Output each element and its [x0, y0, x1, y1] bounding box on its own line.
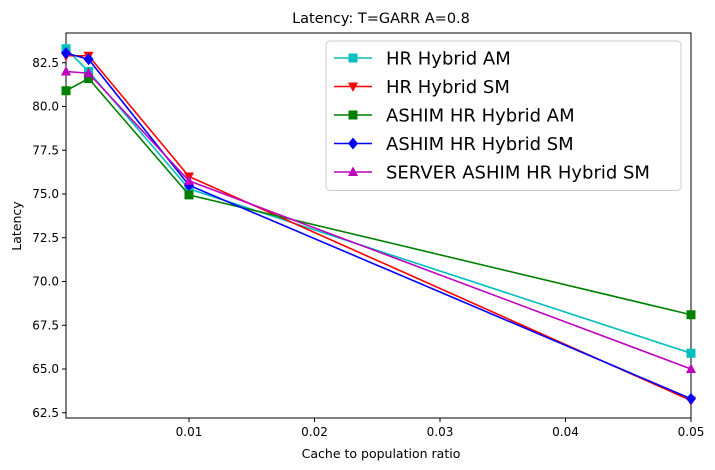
- data-point-triangle-down: [348, 82, 358, 92]
- y-axis-ticks: 62.5 65.0 67.5 70.0 72.5 75.0 77.5 80.0 82.5: [32, 56, 66, 420]
- series-line: [65, 52, 692, 400]
- series-4: [61, 47, 696, 405]
- data-point-triangle-up: [183, 175, 194, 185]
- legend-box: [325, 40, 682, 191]
- series-line: [65, 77, 692, 316]
- data-point-triangle-up: [348, 166, 358, 176]
- series-line: [65, 70, 692, 370]
- legend: HR Hybrid AM HR Hybrid SM ASHIM HR Hybrid …: [325, 40, 682, 191]
- y-tick-label: 75.0: [32, 187, 59, 201]
- series-5: [61, 66, 696, 373]
- x-tick-label: 0.02: [301, 425, 328, 439]
- x-tick-label: 0.03: [427, 425, 454, 439]
- legend-item: HR Hybrid AM: [334, 49, 511, 70]
- data-point-triangle-up: [686, 363, 696, 373]
- data-point-square: [686, 348, 696, 358]
- chart-title: Latency: T=GARR A=0.8: [292, 11, 470, 27]
- legend-label: SERVER ASHIM HR Hybrid SM: [386, 163, 650, 184]
- data-point-triangle-up: [61, 66, 71, 76]
- y-tick-label: 72.5: [32, 231, 59, 245]
- legend-item: SERVER ASHIM HR Hybrid SM: [334, 163, 650, 184]
- x-tick-label: 0.01: [176, 425, 203, 439]
- series-group: [61, 44, 696, 406]
- x-tick-label: 0.04: [552, 425, 579, 439]
- y-axis-label: Latency: [9, 201, 24, 251]
- legend-item: ASHIM HR Hybrid AM: [334, 106, 575, 127]
- data-point-square: [348, 110, 358, 120]
- y-tick-label: 70.0: [32, 275, 59, 289]
- y-tick-label: 77.5: [32, 143, 59, 157]
- y-tick-label: 62.5: [32, 406, 59, 420]
- y-tick-label: 82.5: [32, 56, 59, 70]
- legend-item: ASHIM HR Hybrid SM: [334, 134, 574, 155]
- data-point-diamond: [83, 53, 94, 66]
- data-point-square: [84, 74, 94, 83]
- legend-label: HR Hybrid AM: [386, 49, 511, 70]
- data-point-square: [686, 310, 696, 320]
- data-point-square: [61, 86, 71, 96]
- data-point-square: [184, 190, 194, 200]
- legend-label: ASHIM HR Hybrid SM: [386, 134, 574, 155]
- x-axis-label: Cache to population ratio: [302, 446, 461, 461]
- legend-label: ASHIM HR Hybrid AM: [386, 106, 575, 127]
- data-point-square: [348, 53, 358, 63]
- y-tick-label: 65.0: [32, 362, 59, 376]
- data-point-diamond: [61, 47, 71, 60]
- series-3: [61, 74, 696, 320]
- x-axis-ticks: 0.01 0.02 0.03 0.04 0.05: [176, 418, 705, 439]
- y-tick-label: 67.5: [32, 318, 59, 332]
- series-line: [65, 48, 692, 355]
- data-point-diamond: [686, 392, 696, 405]
- legend-item: HR Hybrid SM: [334, 77, 510, 98]
- data-point-diamond: [348, 137, 358, 150]
- legend-label: HR Hybrid SM: [386, 77, 510, 98]
- data-point-triangle-up: [83, 67, 94, 78]
- x-tick-label: 0.05: [678, 425, 705, 439]
- y-tick-label: 80.0: [32, 100, 59, 114]
